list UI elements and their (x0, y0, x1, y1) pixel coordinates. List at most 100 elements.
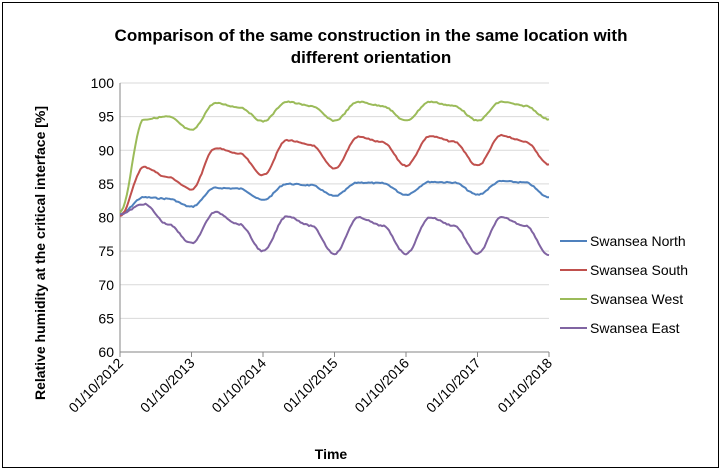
data-point-west-0 (119, 211, 121, 213)
data-point-east-16 (501, 217, 503, 219)
data-point-east-17 (524, 225, 526, 227)
data-point-north-8 (310, 184, 312, 186)
data-point-north-2 (167, 198, 169, 200)
data-point-south-11 (381, 141, 383, 143)
data-point-north-14 (453, 182, 455, 184)
data-point-west-3 (191, 129, 193, 131)
data-point-west-5 (238, 106, 240, 108)
data-point-north-16 (501, 180, 503, 182)
data-point-east-15 (477, 253, 479, 255)
data-point-west-17 (524, 105, 526, 107)
legend-label-east: Swansea East (590, 320, 680, 336)
series-line-east (119, 202, 550, 257)
data-point-west-1 (143, 119, 145, 121)
chart-svg: Comparison of the same construction in t… (32, 26, 688, 462)
data-point-west-8 (310, 105, 312, 107)
x-axis-title: Time (315, 446, 348, 462)
x-tick-label-6: 01/10/2018 (494, 355, 555, 416)
data-point-north-7 (286, 183, 288, 185)
data-point-east-5 (238, 223, 240, 225)
data-point-south-1 (143, 166, 145, 168)
data-point-south-6 (262, 174, 264, 176)
y-tick-label-75: 75 (98, 243, 114, 259)
y-tick-label-90: 90 (98, 142, 114, 158)
data-point-east-14 (453, 225, 455, 227)
grid-layer (120, 82, 549, 353)
data-point-west-4 (215, 102, 217, 104)
data-point-south-16 (501, 135, 503, 137)
data-point-north-3 (191, 206, 193, 208)
data-point-east-8 (310, 225, 312, 227)
data-point-south-4 (215, 147, 217, 149)
data-point-west-14 (453, 105, 455, 107)
y-tick-label-60: 60 (98, 344, 114, 360)
x-tick-label-4: 01/10/2016 (351, 355, 412, 416)
data-point-east-0 (119, 213, 121, 215)
data-point-north-6 (262, 199, 264, 201)
data-point-east-11 (381, 225, 383, 227)
data-point-west-11 (381, 105, 383, 107)
data-point-west-10 (358, 101, 360, 103)
data-point-north-18 (548, 197, 550, 199)
data-point-west-2 (167, 116, 169, 118)
data-point-north-15 (477, 194, 479, 196)
x-tick-label-5: 01/10/2017 (423, 355, 484, 416)
y-tick-label-100: 100 (91, 75, 115, 91)
data-point-north-5 (238, 188, 240, 190)
chart-title-line2: different orientation (291, 48, 452, 67)
x-tick-label-0: 01/10/2012 (65, 355, 126, 416)
data-point-south-8 (310, 144, 312, 146)
data-point-west-6 (262, 121, 264, 123)
series-line-north (119, 179, 549, 216)
data-point-west-12 (405, 120, 407, 122)
chart-frame: Comparison of the same construction in t… (2, 2, 719, 468)
data-point-west-15 (477, 120, 479, 122)
x-tick-label-1: 01/10/2013 (137, 355, 198, 416)
data-point-south-9 (334, 168, 336, 170)
y-tick-label-85: 85 (98, 176, 114, 192)
data-point-east-9 (334, 253, 336, 255)
data-point-south-18 (548, 164, 550, 166)
data-point-east-18 (548, 254, 550, 256)
data-point-north-10 (358, 182, 360, 184)
data-point-west-16 (501, 101, 503, 103)
data-point-north-11 (381, 182, 383, 184)
data-point-east-2 (167, 223, 169, 225)
data-point-east-3 (191, 242, 193, 244)
data-point-east-13 (429, 217, 431, 219)
y-tick-label-80: 80 (98, 210, 114, 226)
data-point-north-9 (334, 195, 336, 197)
y-tick-label-70: 70 (98, 277, 114, 293)
data-point-north-17 (524, 182, 526, 184)
data-point-south-13 (429, 135, 431, 137)
series-layer (119, 100, 550, 257)
data-point-north-4 (215, 187, 217, 189)
data-point-north-13 (429, 181, 431, 183)
data-point-south-3 (191, 188, 193, 190)
data-point-south-14 (453, 141, 455, 143)
data-point-south-5 (238, 153, 240, 155)
data-point-south-10 (358, 136, 360, 138)
data-point-west-13 (429, 101, 431, 103)
x-tick-label-2: 01/10/2014 (208, 355, 269, 416)
legend-label-west: Swansea West (590, 291, 683, 307)
data-point-east-7 (286, 215, 288, 217)
data-point-east-10 (358, 217, 360, 219)
data-point-north-12 (405, 194, 407, 196)
x-tick-label-3: 01/10/2015 (280, 355, 341, 416)
y-axis-title: Relative humidity at the critical interf… (32, 106, 48, 400)
legend: Swansea North Swansea South Swansea West Sw… (560, 233, 688, 336)
series-line-south (119, 133, 550, 217)
series-line-west (119, 100, 550, 214)
data-point-east-12 (405, 253, 407, 255)
data-point-south-7 (286, 139, 288, 141)
data-point-east-1 (143, 203, 145, 205)
data-point-south-15 (477, 165, 479, 167)
data-point-south-12 (405, 165, 407, 167)
data-point-north-1 (143, 197, 145, 199)
data-point-south-2 (167, 176, 169, 178)
data-point-west-18 (548, 119, 550, 121)
y-tick-label-95: 95 (98, 109, 114, 125)
data-point-west-9 (334, 120, 336, 122)
chart-title-line1: Comparison of the same construction in t… (115, 26, 628, 45)
